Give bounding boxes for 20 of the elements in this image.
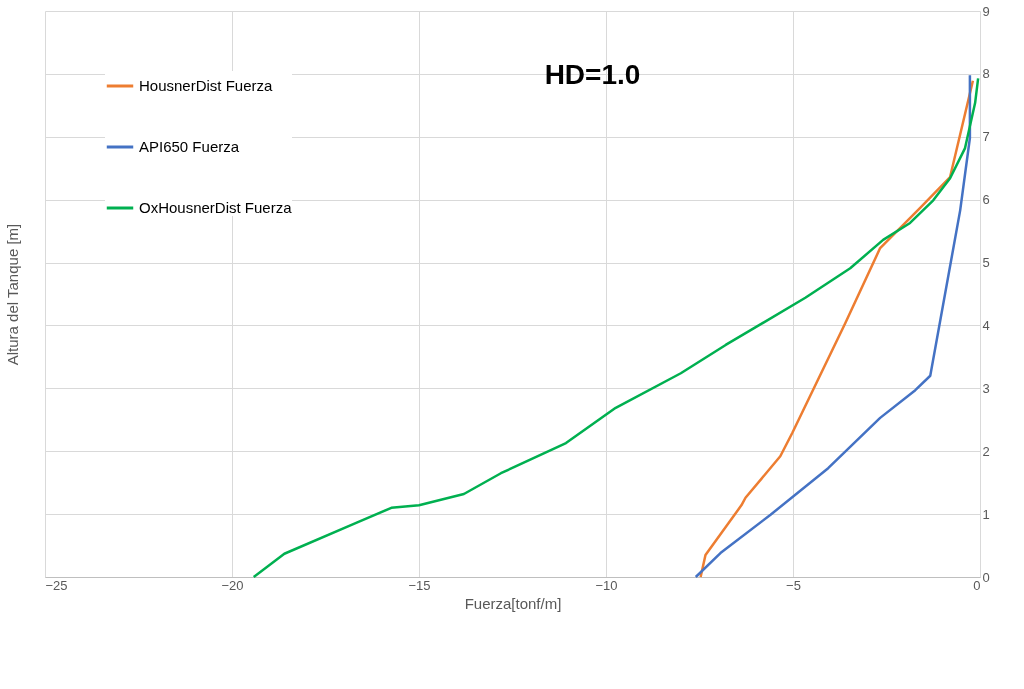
- x-tick-label: −15: [408, 577, 431, 593]
- y-axis-title: Altura del Tanque [m]: [3, 223, 21, 366]
- text: HD=1.0: [544, 59, 641, 90]
- y-tick-label: 9: [982, 3, 990, 19]
- y-tick-label: 8: [982, 66, 990, 82]
- x-tick-label: −5: [786, 577, 801, 593]
- y-tick-label: 4: [982, 317, 990, 333]
- y-tick-label: 6: [982, 192, 990, 208]
- legend-label: OxHousnerDist Fuerza: [139, 199, 293, 216]
- x-tick-label: −10: [595, 577, 618, 593]
- x-tick-label: −25: [45, 577, 68, 593]
- y-tick-label: 1: [982, 506, 990, 522]
- x-tick-label: −20: [221, 577, 244, 593]
- y-tick-label: 3: [982, 380, 990, 396]
- legend-label: HousnerDist Fuerza: [139, 77, 274, 94]
- y-tick-label: 7: [982, 129, 990, 145]
- x-axis-title: Fuerza[tonf/m]: [464, 594, 562, 612]
- y-tick-label: 5: [982, 255, 990, 271]
- legend-label: API650 Fuerza: [139, 138, 240, 155]
- y-tick-label: 2: [982, 443, 990, 459]
